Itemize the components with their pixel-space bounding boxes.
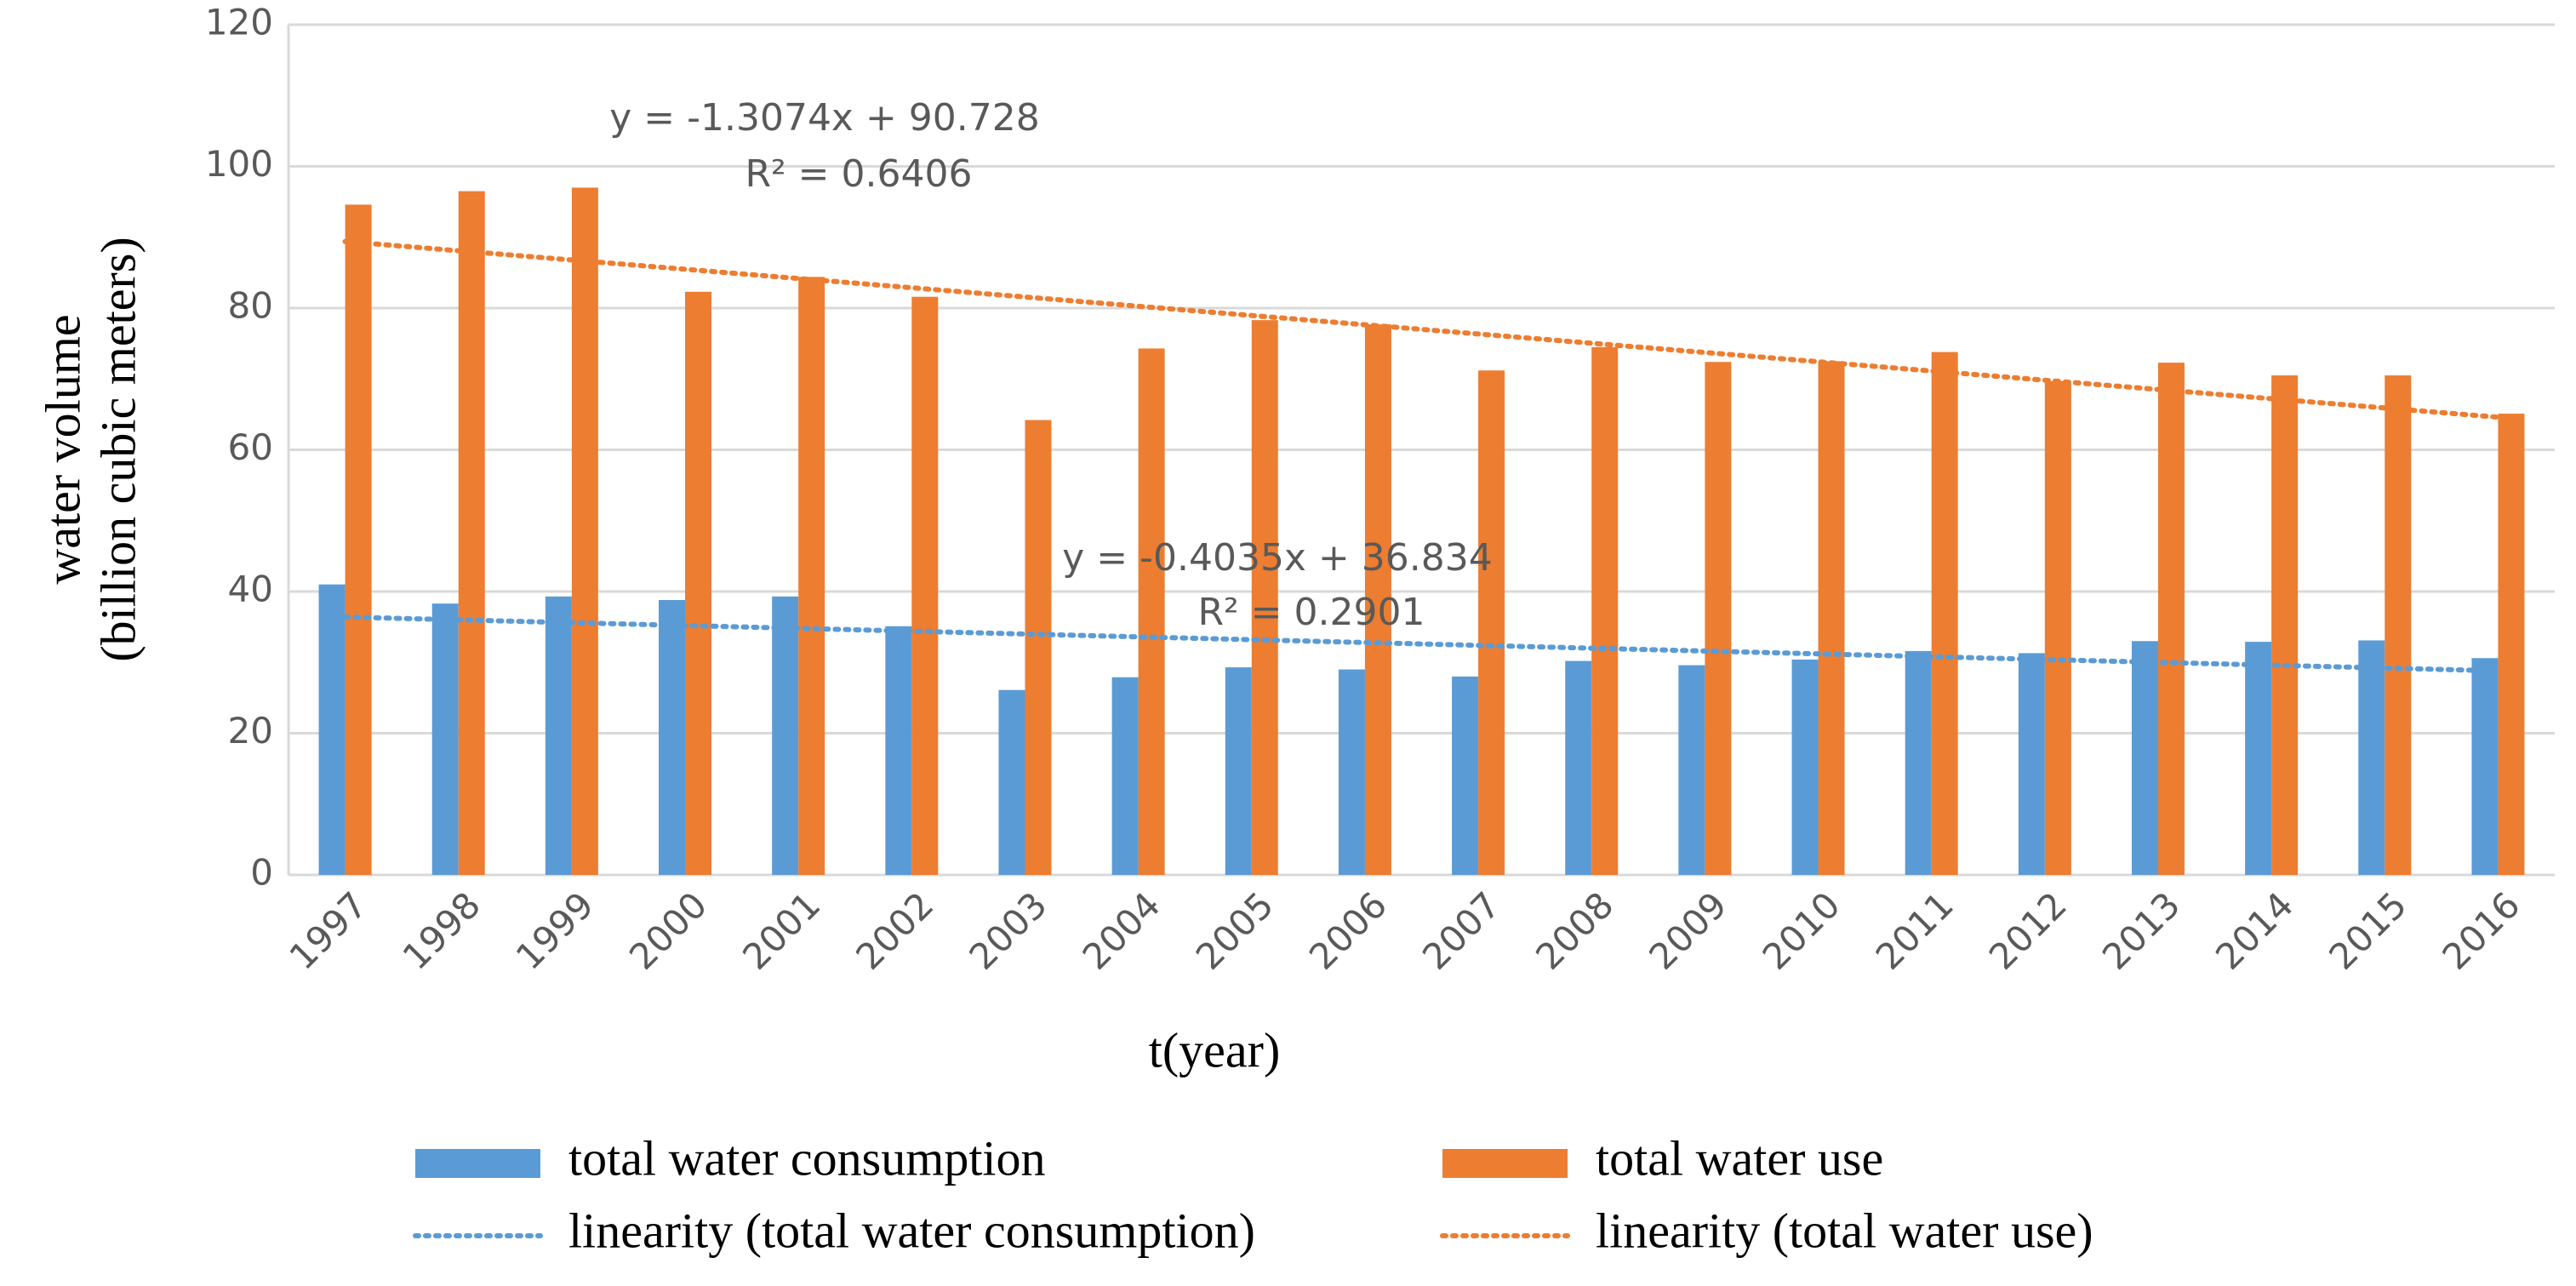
x-tick-label: 2000	[621, 884, 715, 978]
trendline	[342, 238, 2501, 420]
x-tick-label: 2004	[1075, 884, 1168, 978]
bar	[659, 599, 686, 875]
bar	[1364, 324, 1391, 876]
y-tick-label: 40	[228, 569, 273, 610]
bar	[885, 626, 912, 875]
bar	[2018, 653, 2045, 875]
x-tick-label: 2014	[2208, 884, 2301, 978]
bar	[1931, 352, 1958, 875]
y-tick-label: 80	[228, 285, 273, 327]
bar	[2471, 658, 2499, 875]
x-tick-label: 2007	[1414, 884, 1508, 978]
y-tick-label: 20	[228, 710, 273, 752]
bar	[1225, 667, 1252, 875]
bar	[911, 296, 939, 875]
bar	[1818, 361, 1845, 875]
x-tick-label: 1999	[508, 884, 602, 978]
legend-label: linearity (total water consumption)	[568, 1203, 1255, 1258]
bar	[1905, 650, 1932, 875]
x-tick-label: 2005	[1188, 884, 1282, 978]
trendline-r2: R² = 0.2901	[1197, 591, 1425, 634]
bar	[1025, 420, 1052, 875]
bar	[1678, 665, 1705, 875]
bar	[772, 596, 799, 875]
bar	[998, 689, 1025, 875]
trendline-r2: R² = 0.6406	[745, 152, 972, 196]
x-tick-label: 2016	[2434, 884, 2527, 978]
trendline-equation: y = -0.4035x + 36.834	[1062, 536, 1493, 580]
bar	[1478, 370, 1505, 875]
legend-swatch	[1442, 1149, 1568, 1178]
x-tick-label: 1997	[282, 884, 375, 978]
x-tick-label: 2006	[1301, 884, 1395, 978]
y-axis-label: water volume	[35, 314, 90, 584]
legend-label: total water use	[1596, 1130, 1883, 1186]
bar	[1138, 348, 1165, 875]
bar	[1111, 677, 1139, 875]
x-tick-label: 2008	[1528, 884, 1621, 978]
x-tick-label: 1998	[395, 884, 488, 978]
legend-label: linearity (total water use)	[1596, 1203, 2093, 1258]
x-tick-label: 2015	[2321, 884, 2414, 978]
bar	[2271, 375, 2299, 875]
trendline-equation: y = -1.3074x + 90.728	[609, 96, 1040, 140]
x-tick-label: 2013	[2094, 884, 2188, 978]
bar	[345, 204, 372, 875]
bar	[571, 187, 598, 876]
x-tick-label: 2010	[1754, 884, 1848, 978]
bar	[685, 291, 712, 875]
bar	[431, 603, 459, 875]
x-tick-label: 2001	[734, 884, 828, 978]
bar	[1565, 660, 1592, 875]
y-tick-label: 120	[205, 2, 273, 43]
bar	[1452, 676, 1479, 875]
bar	[2044, 380, 2071, 875]
x-tick-label: 2011	[1868, 884, 1962, 978]
x-tick-label: 2003	[961, 884, 1054, 978]
bar	[1251, 320, 1278, 876]
x-tick-label: 2012	[1981, 884, 2075, 978]
trendline	[342, 614, 2501, 674]
y-tick-label: 60	[228, 426, 273, 468]
bar	[798, 277, 825, 875]
x-axis-label: t(year)	[1149, 1022, 1281, 1077]
bar	[2385, 375, 2412, 875]
bar	[1791, 659, 1819, 875]
bar	[2157, 363, 2185, 875]
bar	[545, 596, 572, 875]
bar	[1591, 346, 1619, 876]
bar	[2358, 640, 2385, 875]
legend-swatch	[415, 1149, 540, 1178]
bar	[458, 191, 485, 875]
bar	[1705, 362, 1732, 875]
bar	[2131, 641, 2158, 875]
y-tick-label: 0	[250, 852, 273, 894]
bar	[318, 584, 346, 875]
x-tick-label: 2002	[848, 884, 941, 978]
legend-label: total water consumption	[568, 1130, 1046, 1186]
x-tick-label: 2009	[1641, 884, 1734, 978]
bar	[2245, 642, 2272, 875]
y-tick-label: 100	[205, 143, 273, 185]
bar	[1338, 669, 1365, 875]
y-axis-label: (billion cubic meters)	[90, 237, 146, 661]
bar	[2498, 414, 2525, 876]
